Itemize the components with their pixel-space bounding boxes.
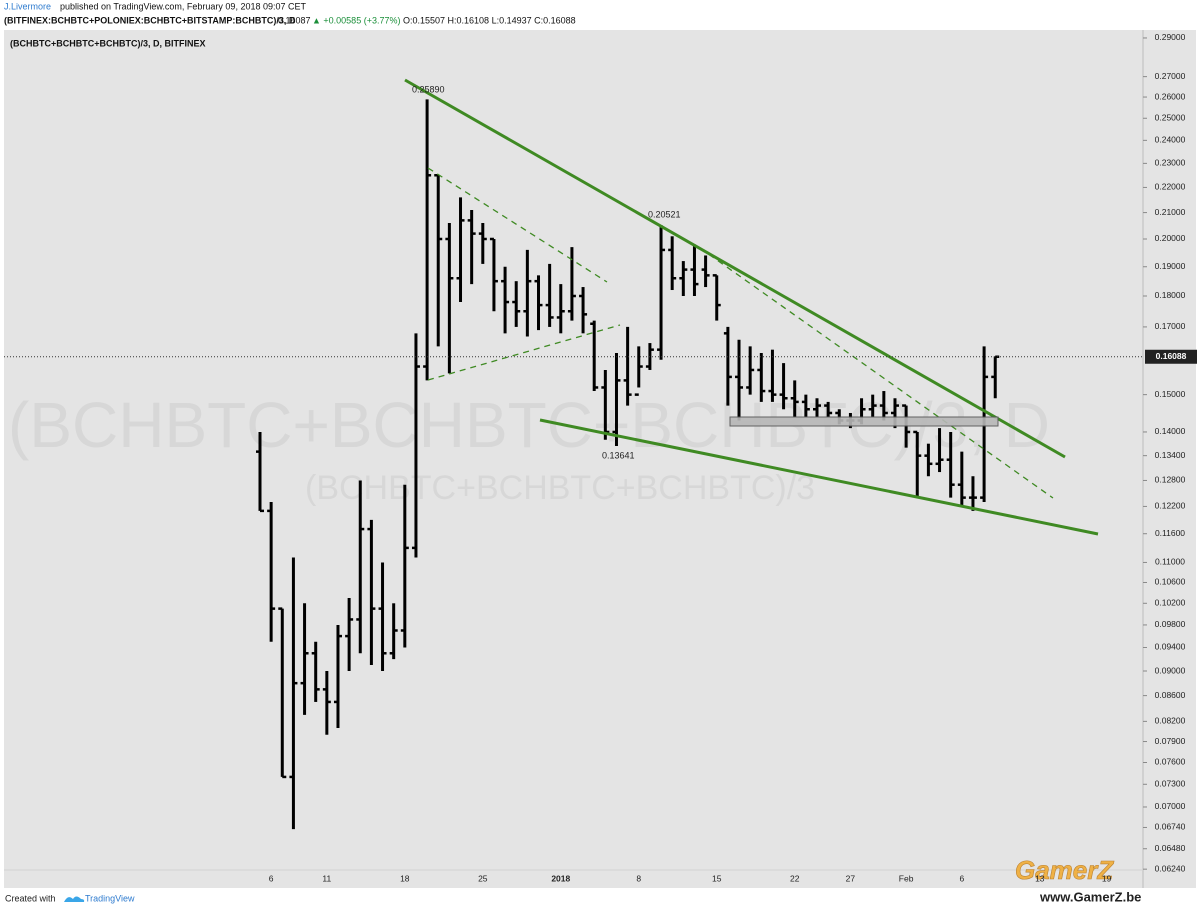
footer-logo	[64, 896, 85, 902]
y-tick-label: 0.21000	[1155, 207, 1186, 217]
author[interactable]: J.Livermore	[4, 1, 51, 11]
x-tick-label: 22	[790, 873, 800, 883]
x-tick-label: 18	[400, 873, 410, 883]
y-tick-label: 0.10600	[1155, 577, 1186, 587]
trend-line	[539, 418, 1099, 536]
y-tick-label: 0.07000	[1155, 801, 1186, 811]
y-tick-label: 0.06240	[1155, 863, 1186, 873]
support-zone	[729, 416, 999, 427]
x-tick-label: 6	[269, 873, 274, 883]
ohlc: O:0.15507 H:0.16108 L:0.14937 C:0.16088	[403, 15, 576, 25]
bars	[256, 99, 1000, 830]
watermark-sub: (BCHBTC+BCHBTC+BCHBTC)/3	[305, 469, 815, 507]
x-tick-label: 6	[959, 873, 964, 883]
annotation: 0.25890	[412, 84, 445, 94]
y-tick-label: 0.29000	[1155, 32, 1186, 42]
x-tick-label: 27	[846, 873, 856, 883]
overlay-logo: GamerZ	[1015, 855, 1114, 885]
y-tick-label: 0.06480	[1155, 843, 1186, 853]
annotation: 0.20521	[648, 209, 681, 219]
change: ▲ +0.00585 (+3.77%)	[312, 15, 400, 25]
trend-line	[404, 78, 1066, 459]
y-tick-label: 0.06740	[1155, 822, 1186, 832]
x-tick-label: 15	[712, 873, 722, 883]
y-tick-label: 0.26000	[1155, 91, 1186, 101]
chart-title: (BCHBTC+BCHBTC+BCHBTC)/3, D, BITFINEX	[10, 38, 206, 48]
y-tick-label: 0.08600	[1155, 690, 1186, 700]
overlay-site: www.GamerZ.be	[1039, 889, 1141, 904]
y-tick-label: 0.11000	[1155, 557, 1185, 567]
y-tick-label: 0.10200	[1155, 598, 1186, 608]
y-tick-label: 0.18000	[1155, 290, 1186, 300]
x-tick-label: 25	[478, 873, 488, 883]
x-tick-label: 11	[322, 873, 331, 883]
y-tick-label: 0.09800	[1155, 619, 1186, 629]
y-tick-label: 0.19000	[1155, 261, 1186, 271]
dashed-line	[427, 167, 608, 283]
y-tick-label: 0.13400	[1155, 450, 1186, 460]
dashed-line	[427, 324, 621, 381]
y-tick-label: 0.12200	[1155, 501, 1186, 511]
published: published on TradingView.com, February 0…	[60, 1, 306, 11]
price: 0.16087	[278, 15, 311, 25]
x-tick-label: 2018	[551, 873, 570, 883]
y-tick-label: 0.07600	[1155, 757, 1186, 767]
footer-created: Created with	[5, 893, 56, 903]
last-price-tag	[1145, 349, 1197, 364]
y-tick-label: 0.25000	[1155, 113, 1186, 123]
y-tick-label: 0.12800	[1155, 475, 1186, 485]
footer-background	[0, 888, 1200, 911]
y-tick-label: 0.07300	[1155, 779, 1186, 789]
x-tick-label: 19	[1102, 873, 1112, 883]
annotation: 0.13641	[602, 450, 635, 460]
y-tick-label: 0.09000	[1155, 665, 1186, 675]
symbol: (BITFINEX:BCHBTC+POLONIEX:BCHBTC+BITSTAM…	[4, 15, 296, 25]
x-tick-label: 13	[1035, 873, 1045, 883]
drawings	[404, 78, 1099, 536]
y-tick-label: 0.20000	[1155, 233, 1186, 243]
y-tick-label: 0.22000	[1155, 182, 1186, 192]
y-tick-label: 0.09400	[1155, 642, 1186, 652]
x-tick-label: Feb	[899, 873, 914, 883]
footer-brand[interactable]: TradingView	[85, 893, 135, 903]
last-price-label: 0.16088	[1156, 351, 1187, 361]
y-tick-label: 0.07900	[1155, 736, 1186, 746]
x-tick-label: 8	[636, 873, 641, 883]
y-tick-label: 0.24000	[1155, 135, 1186, 145]
y-tick-label: 0.27000	[1155, 71, 1186, 81]
y-tick-label: 0.08200	[1155, 716, 1186, 726]
y-tick-label: 0.15000	[1155, 389, 1186, 399]
y-tick-label: 0.14000	[1155, 426, 1186, 436]
y-tick-label: 0.17000	[1155, 321, 1186, 331]
y-tick-label: 0.23000	[1155, 158, 1186, 168]
y-tick-label: 0.11600	[1155, 528, 1185, 538]
